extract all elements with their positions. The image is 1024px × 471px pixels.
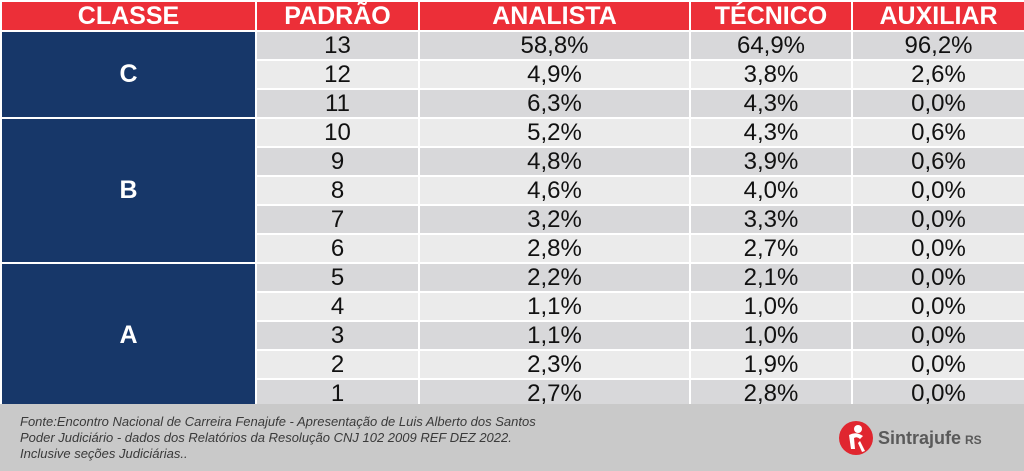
data-table-container: CLASSE PADRÃO ANALISTA TÉCNICO AUXILIAR … [0,0,1024,409]
tecnico-cell: 1,9% [689,349,853,380]
auxiliar-cell: 96,2% [851,30,1024,61]
logo-suffix: RS [965,433,982,447]
analista-cell: 58,8% [418,30,691,61]
tecnico-cell: 3,9% [689,146,853,177]
header-row: CLASSE PADRÃO ANALISTA TÉCNICO AUXILIAR [0,0,1024,32]
padrao-cell: 1 [255,378,420,409]
tecnico-cell: 1,0% [689,291,853,322]
classe-b-cell: B [0,117,257,264]
table-row: 8 4,6% 4,0% 0,0% [1,175,1024,206]
logo-name: Sintrajufe [878,428,962,448]
tecnico-cell: 1,0% [689,320,853,351]
analista-cell: 4,6% [418,175,691,206]
tecnico-cell: 4,3% [689,117,853,148]
analista-cell: 2,8% [418,233,691,264]
table-row: 12 4,9% 3,8% 2,6% [1,59,1024,90]
table-row: B 10 5,2% 4,3% 0,6% [0,117,1024,264]
table-row: 3 1,1% 1,0% 0,0% [1,320,1024,351]
padrao-cell: 3 [255,320,420,351]
career-progression-table: CLASSE PADRÃO ANALISTA TÉCNICO AUXILIAR … [0,0,1024,409]
tecnico-cell: 2,8% [689,378,853,409]
tecnico-cell: 4,3% [689,88,853,119]
analista-cell: 4,8% [418,146,691,177]
tecnico-cell: 2,7% [689,233,853,264]
tecnico-cell: 3,8% [689,59,853,90]
auxiliar-cell: 0,0% [851,349,1024,380]
analista-cell: 2,2% [418,262,691,293]
table-row: 9 4,8% 3,9% 0,6% [1,146,1024,177]
table-row: 7 3,2% 3,3% 0,0% [1,204,1024,235]
analista-cell: 3,2% [418,204,691,235]
padrao-cell: 11 [255,88,420,119]
tecnico-cell: 64,9% [689,30,853,61]
logo-text: Sintrajufe RS [878,428,982,449]
tecnico-cell: 4,0% [689,175,853,206]
auxiliar-cell: 0,0% [851,291,1024,322]
analista-cell: 1,1% [418,291,691,322]
header-padrao: PADRÃO [255,0,420,32]
padrao-cell: 2 [255,349,420,380]
padrao-cell: 8 [255,175,420,206]
source-note-line-3: Inclusive seções Judiciárias.. [20,446,188,461]
analista-cell: 6,3% [418,88,691,119]
source-note-line-2: Poder Judiciário - dados dos Relatórios … [20,430,512,445]
header-auxiliar: AUXILIAR [851,0,1024,32]
classe-a-cell: A [0,262,257,409]
auxiliar-cell: 0,0% [851,262,1024,293]
auxiliar-cell: 0,0% [851,175,1024,206]
header-tecnico: TÉCNICO [689,0,853,32]
tecnico-cell: 3,3% [689,204,853,235]
table-row: C 13 58,8% 64,9% 96,2% [0,30,1024,119]
table-row: A 5 2,2% 2,1% 0,0% [0,262,1024,409]
auxiliar-cell: 0,0% [851,88,1024,119]
table-row: 4 1,1% 1,0% 0,0% [1,291,1024,322]
padrao-cell: 4 [255,291,420,322]
auxiliar-cell: 2,6% [851,59,1024,90]
auxiliar-cell: 0,0% [851,204,1024,235]
auxiliar-cell: 0,0% [851,233,1024,264]
analista-cell: 4,9% [418,59,691,90]
source-footer: Fonte:Encontro Nacional de Carreira Fena… [0,404,1024,471]
auxiliar-cell: 0,6% [851,117,1024,148]
header-classe: CLASSE [0,0,257,32]
header-analista: ANALISTA [418,0,691,32]
classe-c-cell: C [0,30,257,119]
padrao-cell: 13 [255,30,420,61]
auxiliar-cell: 0,0% [851,378,1024,409]
analista-cell: 2,3% [418,349,691,380]
tecnico-cell: 2,1% [689,262,853,293]
table-row: 11 6,3% 4,3% 0,0% [1,88,1024,119]
source-note-line-1: Fonte:Encontro Nacional de Carreira Fena… [20,414,536,429]
padrao-cell: 6 [255,233,420,264]
padrao-cell: 9 [255,146,420,177]
padrao-cell: 5 [255,262,420,293]
sintrajufe-logo-icon [839,421,873,455]
padrao-cell: 12 [255,59,420,90]
table-row: 1 2,7% 2,8% 0,0% [1,378,1024,409]
auxiliar-cell: 0,6% [851,146,1024,177]
auxiliar-cell: 0,0% [851,320,1024,351]
padrao-cell: 7 [255,204,420,235]
analista-cell: 2,7% [418,378,691,409]
analista-cell: 5,2% [418,117,691,148]
table-row: 2 2,3% 1,9% 0,0% [1,349,1024,380]
analista-cell: 1,1% [418,320,691,351]
sintrajufe-logo: Sintrajufe RS [838,420,1018,456]
padrao-cell: 10 [255,117,420,148]
table-row: 6 2,8% 2,7% 0,0% [1,233,1024,264]
